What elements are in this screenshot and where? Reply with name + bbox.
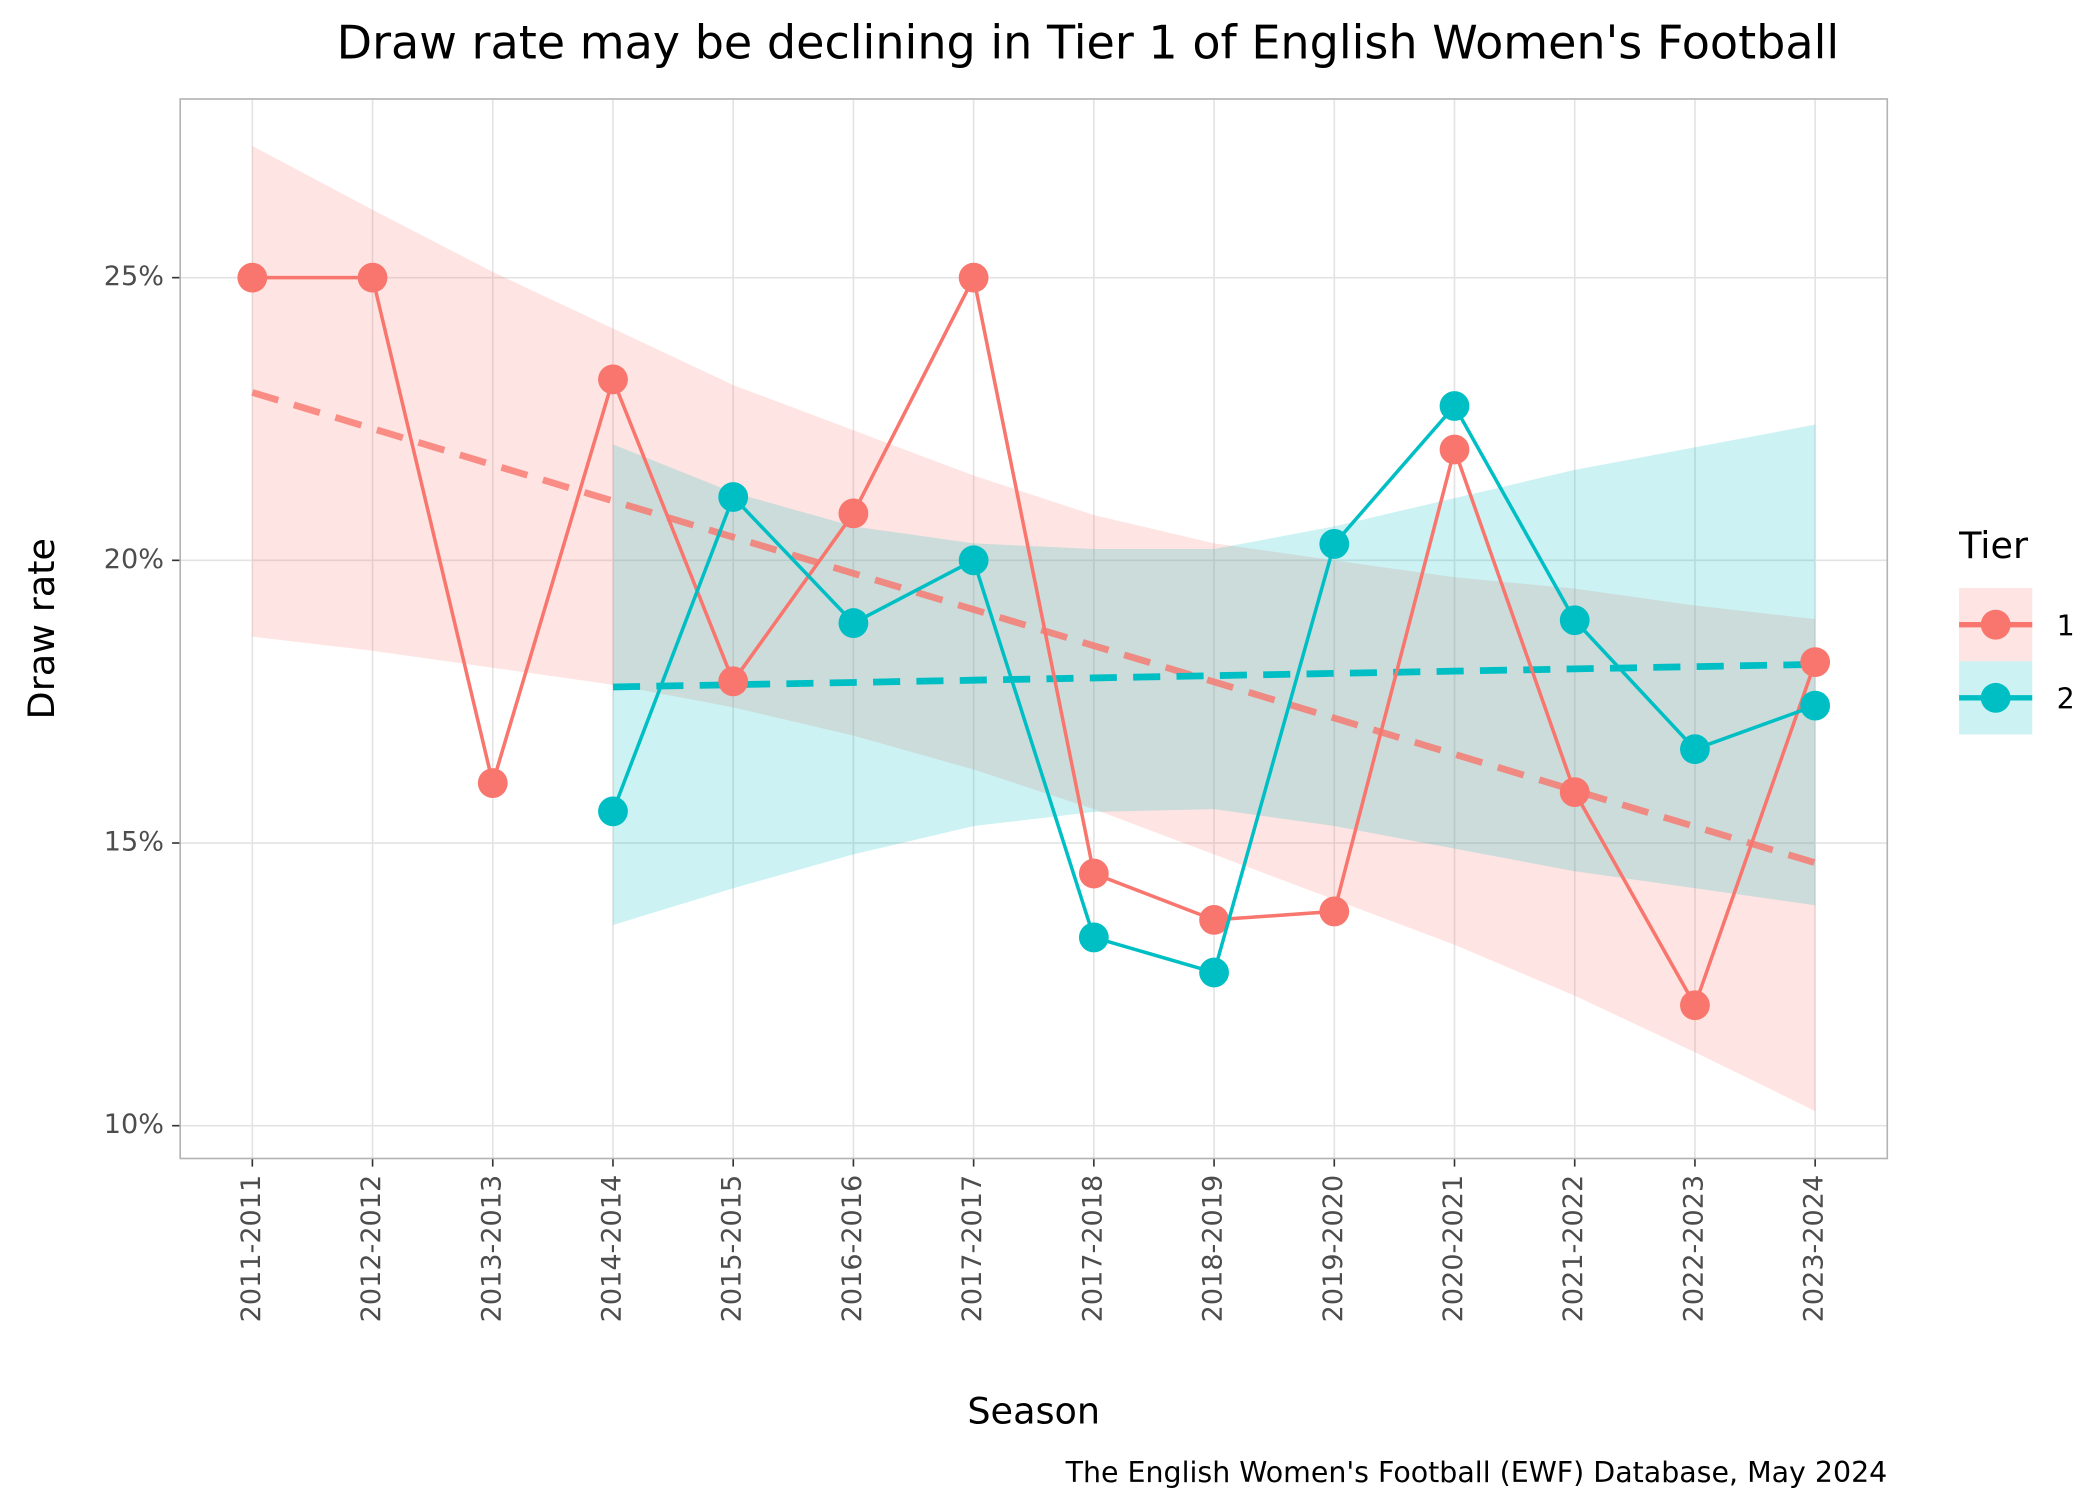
x-tick-label: 2023-2024: [1799, 1175, 1830, 1323]
x-tick-label: 2021-2022: [1558, 1175, 1589, 1323]
y-tick-label: 10%: [104, 1109, 164, 1140]
data-point: [1439, 434, 1470, 465]
caption: The English Women's Football (EWF) Datab…: [1065, 1456, 1888, 1489]
confidence-band: [252, 145, 1816, 1111]
legend-label: 1: [2057, 609, 2075, 642]
data-point: [237, 262, 268, 293]
data-point: [1319, 529, 1350, 559]
data-point: [598, 796, 628, 827]
data-point: [598, 364, 628, 395]
series-line: [252, 272, 1817, 1010]
data-point: [1559, 777, 1590, 808]
data-point: [1199, 957, 1229, 988]
y-tick-label: 20%: [104, 544, 164, 575]
data-point: [1199, 904, 1229, 935]
x-tick-label: 2011-2011: [236, 1175, 267, 1323]
y-tick-label: 15%: [104, 827, 164, 858]
trend-line: [251, 389, 1817, 867]
x-tick-label: 2015-2015: [717, 1175, 748, 1323]
x-axis-title: Season: [967, 1390, 1100, 1433]
data-point: [1078, 922, 1109, 953]
data-point: [958, 545, 989, 576]
x-tick-label: 2014-2014: [596, 1175, 627, 1323]
x-tick-label: 2013-2013: [476, 1175, 507, 1323]
data-point: [477, 768, 508, 798]
data-point: [1800, 647, 1831, 678]
data-point: [357, 262, 388, 293]
data-point: [1078, 858, 1109, 889]
x-tick-label: 2016-2016: [837, 1175, 868, 1323]
data-point: [1559, 605, 1590, 636]
legend-label: 2: [2057, 683, 2075, 716]
x-tick-label: 2018-2019: [1198, 1175, 1229, 1323]
panel-border: [179, 98, 1889, 1160]
x-tick-label: 2022-2023: [1678, 1175, 1709, 1323]
data-point: [1680, 990, 1710, 1021]
confidence-band: [612, 424, 1816, 925]
x-tick-label: 2017-2018: [1077, 1175, 1108, 1323]
legend-key-point: [1980, 609, 2011, 640]
data-point: [718, 666, 749, 697]
data-point: [958, 262, 989, 293]
x-tick-label: 2019-2020: [1318, 1175, 1349, 1323]
x-tick-label: 2017-2017: [957, 1175, 988, 1323]
data-point: [718, 482, 749, 512]
data-point: [838, 608, 869, 638]
data-point: [1319, 896, 1350, 927]
legend-title: Tier: [1958, 524, 2029, 567]
legend-key-point: [1980, 682, 2011, 713]
data-point: [1800, 690, 1831, 721]
data-point: [1680, 734, 1710, 765]
x-tick-label: 2020-2021: [1438, 1175, 1469, 1323]
data-point: [1439, 391, 1470, 421]
x-tick-label: 2012-2012: [356, 1175, 387, 1323]
y-axis-title: Draw rate: [20, 538, 63, 719]
y-tick-label: 25%: [104, 261, 164, 292]
trend-line: [612, 660, 1816, 691]
chart-title: Draw rate may be declining in Tier 1 of …: [337, 16, 1840, 70]
data-point: [838, 498, 869, 529]
